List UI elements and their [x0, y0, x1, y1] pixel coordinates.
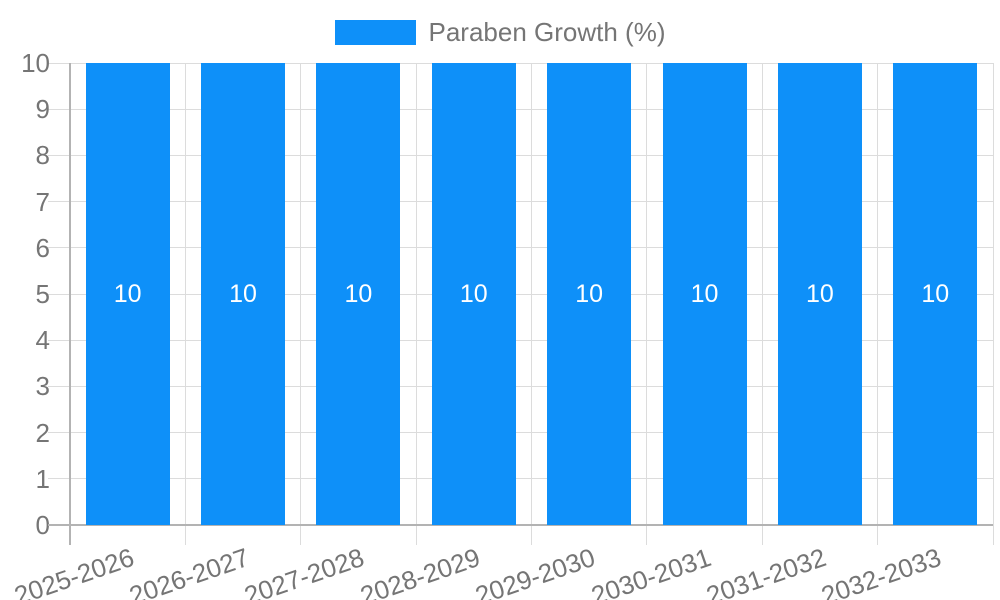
bar[interactable]: 10 — [201, 63, 286, 525]
y-axis-tick-label: 2 — [35, 417, 50, 448]
x-gridline — [646, 63, 648, 545]
bar[interactable]: 10 — [85, 63, 170, 525]
y-axis-tick-label: 3 — [35, 371, 50, 402]
y-axis-line — [69, 63, 71, 545]
x-gridline — [761, 63, 763, 545]
x-gridline — [992, 63, 994, 545]
x-gridline — [877, 63, 879, 545]
y-axis-tick-label: 10 — [21, 48, 50, 78]
x-gridline — [300, 63, 302, 545]
legend-swatch — [334, 19, 416, 45]
bar-value-label: 10 — [806, 279, 834, 308]
chart-legend[interactable]: Paraben Growth (%) — [0, 16, 1000, 48]
bar[interactable]: 10 — [777, 63, 862, 525]
y-axis-tick-label: 6 — [35, 232, 50, 263]
x-gridline — [184, 63, 186, 545]
bar-value-label: 10 — [344, 279, 373, 308]
bar-value-label: 10 — [921, 279, 950, 308]
y-axis-tick-label: 7 — [35, 186, 50, 217]
bar-value-label: 10 — [575, 279, 604, 308]
x-gridline — [531, 63, 532, 545]
bar-value-label: 10 — [229, 279, 257, 308]
bar[interactable]: 10 — [431, 63, 516, 525]
bar[interactable]: 10 — [316, 63, 401, 525]
legend-label: Paraben Growth (%) — [428, 17, 666, 47]
y-axis-tick-label: 9 — [35, 94, 50, 125]
y-axis-tick-label: 0 — [35, 510, 50, 540]
bar[interactable]: 10 — [893, 63, 978, 525]
y-axis-tick-label: 5 — [35, 279, 50, 309]
x-gridline — [69, 63, 71, 545]
plot-area: 0 1 2 3 4 5 6 7 8 9 10 10 10 10 10 10 10 10 10 2025-2026 202… — [10, 48, 994, 600]
y-axis-tick-label: 8 — [35, 140, 50, 171]
bar-value-label: 10 — [113, 279, 142, 308]
y-axis-tick-label: 1 — [35, 463, 50, 494]
x-gridline — [415, 63, 417, 545]
bar[interactable]: 10 — [662, 63, 747, 525]
bar-value-label: 10 — [690, 279, 719, 308]
y-axis-tick-label: 4 — [35, 325, 50, 356]
bar[interactable]: 10 — [547, 63, 632, 525]
bar-value-label: 10 — [459, 279, 488, 308]
